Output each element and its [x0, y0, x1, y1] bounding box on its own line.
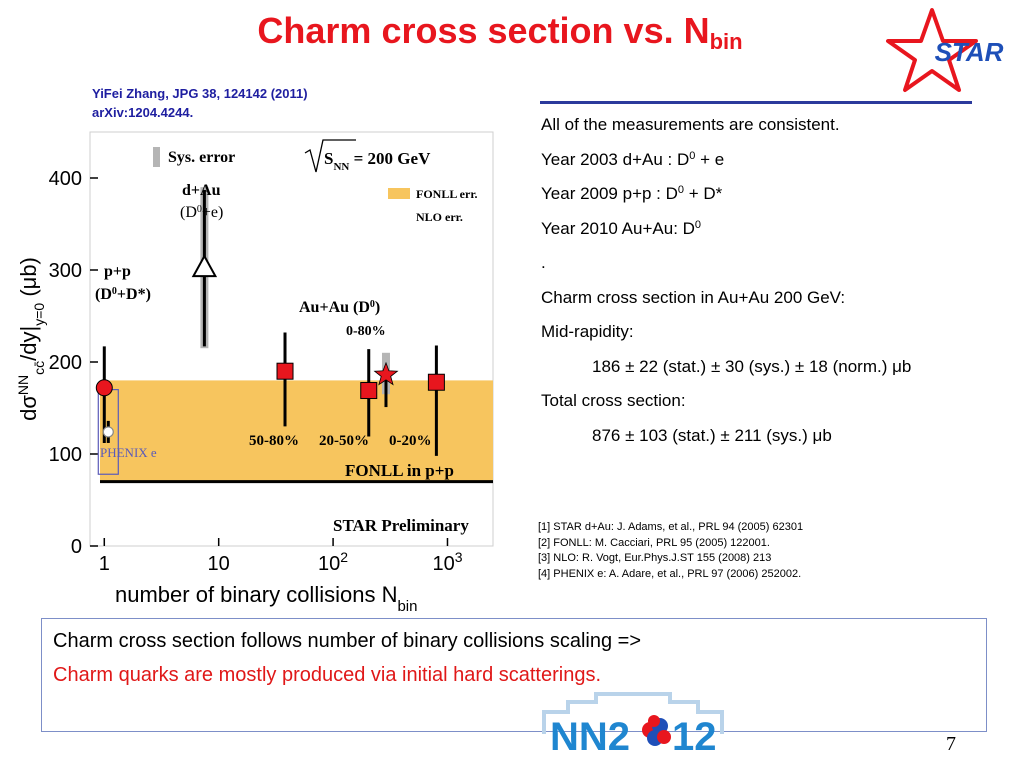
y-axis-label: dσNNcc̄/dy|y=0 (μb): [15, 257, 47, 421]
data-point-phenix: [102, 426, 114, 438]
auau-label: Au+Au (D0): [299, 299, 380, 317]
cross-section-chart: 0 100 200 300 400 1 10 102 103 number of binary c…: [15, 131, 494, 615]
fonll-error-band: [100, 380, 493, 482]
header-rule: [540, 101, 972, 104]
y-tick-label: 400: [49, 168, 82, 190]
legend-sys-swatch: [153, 147, 160, 167]
legend-sys-label: Sys. error: [168, 149, 235, 166]
data-point-auau: [427, 373, 445, 391]
star-logo: STAR: [886, 8, 1004, 92]
data-point-dau: [191, 254, 218, 278]
summary-line-value: 186 ± 22 (stat.) ± 30 (sys.) ± 18 (norm.…: [592, 356, 912, 376]
y-tick-label: 0: [71, 536, 82, 558]
centrality-label-0-20: 0-20%: [389, 433, 432, 449]
energy-label: SNN = 200 GeV: [324, 149, 431, 173]
nn2012-logo-right: 12: [672, 715, 717, 759]
nn2012-logo-nucleus-icon: [642, 715, 671, 746]
pp-label: p+p: [104, 263, 131, 280]
nn2012-logo: NN2 12: [542, 692, 724, 759]
dau-channel-label: (D0+e): [180, 204, 223, 222]
y-tick-label: 200: [49, 352, 82, 374]
preliminary-label: STAR Preliminary: [333, 516, 469, 535]
data-point-auau: [276, 362, 294, 380]
chart-reference-line2: arXiv:1204.4244.: [92, 105, 194, 120]
summary-line: Year 2009 p+p : D0 + D*: [541, 184, 723, 203]
chart-reference-line1: YiFei Zhang, JPG 38, 124142 (2011): [92, 86, 308, 101]
conclusion-line1: Charm cross section follows number of bi…: [53, 630, 642, 652]
summary-line: Total cross section:: [541, 391, 686, 410]
x-tick-label: 1: [99, 553, 110, 575]
legend-fonll-label: FONLL err.: [416, 187, 478, 201]
data-point-pp: [95, 379, 113, 397]
x-tick-label: 102: [318, 549, 348, 575]
chart-reference: YiFei Zhang, JPG 38, 124142 (2011) arXiv…: [92, 84, 308, 122]
nn2012-logo-left: NN2: [550, 715, 630, 759]
summary-line: .: [541, 253, 546, 272]
centrality-label-20-50: 20-50%: [319, 433, 369, 449]
star-logo-text: STAR: [935, 37, 1004, 67]
phenix-label: PHENIX e: [100, 445, 157, 460]
summary-line-value: 876 ± 103 (stat.) ± 211 (sys.) μb: [592, 425, 832, 445]
x-tick-label: 10: [208, 553, 230, 575]
y-tick-label: 300: [49, 260, 82, 282]
summary-line: Charm cross section in Au+Au 200 GeV:: [541, 287, 846, 307]
nn2012-logo-arch: [542, 692, 724, 734]
page-title: Charm cross section vs. Nbin: [257, 10, 743, 54]
centrality-label-50-80: 50-80%: [249, 433, 299, 449]
summary-list: All of the measurements are consistent. …: [541, 108, 911, 453]
conclusion-line2: Charm quarks are mostly produced via ini…: [53, 664, 602, 686]
reference-item: [1] STAR d+Au: J. Adams, et al., PRL 94 …: [538, 521, 804, 533]
y-tick-label: 100: [49, 444, 82, 466]
star-logo-star-icon: [886, 8, 978, 92]
summary-line: Mid-rapidity:: [541, 322, 634, 341]
summary-line: Year 2010 Au+Au: D0: [541, 218, 702, 238]
summary-line: Year 2003 d+Au : D0 + e: [541, 149, 725, 169]
conclusion-box: [41, 618, 987, 732]
auau-range-label: 0-80%: [346, 324, 386, 339]
reference-item: [3] NLO: R. Vogt, Eur.Phys.J.ST 155 (200…: [538, 552, 772, 564]
reference-item: [4] PHENIX e: A. Adare, et al., PRL 97 (…: [538, 567, 802, 580]
summary-line: All of the measurements are consistent.: [541, 115, 840, 134]
reference-list: [1] STAR d+Au: J. Adams, et al., PRL 94 …: [538, 520, 803, 582]
data-point-auau-mb: [373, 361, 399, 386]
dau-label: d+Au: [182, 182, 221, 199]
pp-channel-label: (D0+D*): [95, 286, 151, 304]
sqrt-sign-icon: [304, 139, 356, 173]
reference-item: [2] FONLL: M. Cacciari, PRL 95 (2005) 12…: [538, 536, 770, 549]
legend-nlo-label: NLO err.: [416, 210, 463, 224]
title-subscript: bin: [709, 29, 743, 54]
fonll-pp-label: FONLL in p+p: [345, 461, 454, 480]
data-point-auau: [360, 382, 378, 400]
page-number: 7: [946, 733, 956, 755]
legend-fonll-swatch: [388, 188, 410, 199]
x-axis-label: number of binary collisions Nbin: [115, 582, 418, 615]
x-tick-label: 103: [432, 549, 462, 575]
